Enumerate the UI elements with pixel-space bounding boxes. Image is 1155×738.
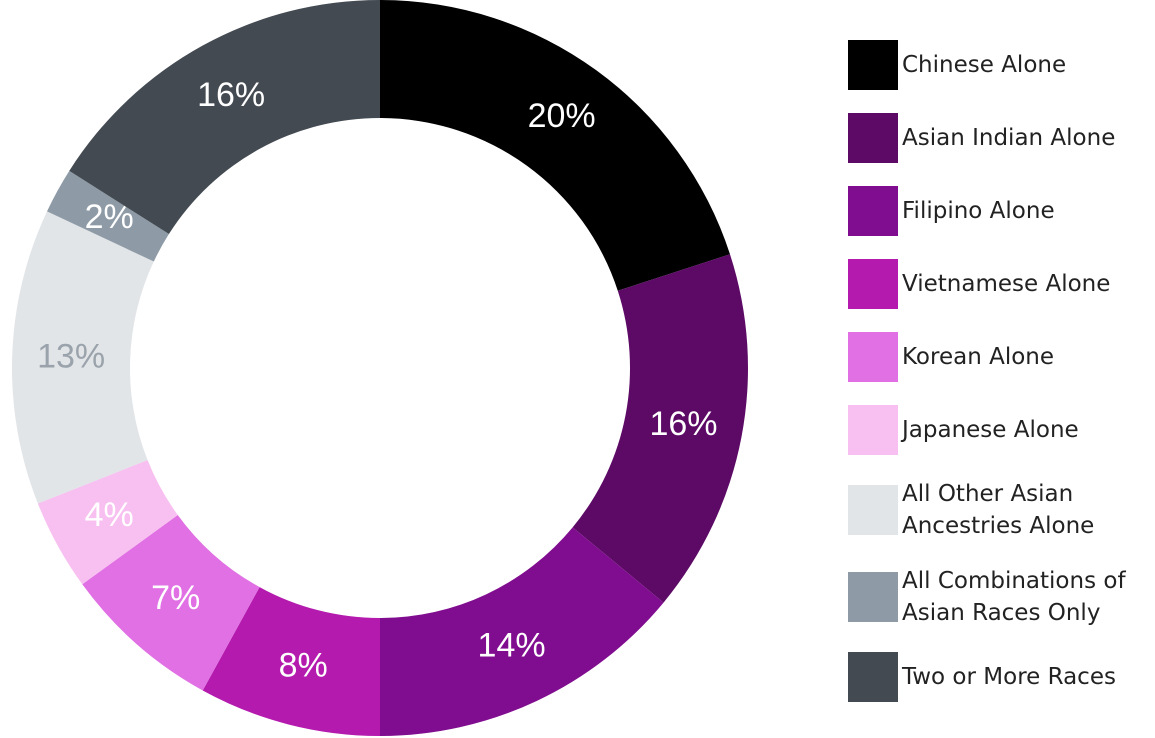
- legend-swatch: [848, 186, 898, 236]
- donut-slice: [47, 170, 169, 262]
- legend: Chinese Alone Asian Indian Alone Filipino …: [848, 40, 1148, 702]
- legend-swatch: [848, 485, 898, 535]
- legend-label: Japanese Alone: [902, 417, 1079, 443]
- slice-label: 4%: [85, 496, 134, 534]
- slice-label: 7%: [151, 579, 200, 617]
- slice-label: 16%: [649, 405, 717, 443]
- legend-label: Vietnamese Alone: [902, 271, 1111, 297]
- legend-item: Vietnamese Alone: [848, 259, 1148, 309]
- legend-label: All Combinations of Asian Races Only: [902, 568, 1126, 626]
- donut-slice: [380, 0, 730, 291]
- legend-item: Asian Indian Alone: [848, 113, 1148, 163]
- legend-item: Korean Alone: [848, 332, 1148, 382]
- chart: 20%16%14%8%7%4%13%2%16%: [12, 0, 748, 736]
- slice-label: 20%: [528, 97, 596, 135]
- donut-slice: [12, 211, 154, 504]
- legend-label: Asian Indian Alone: [902, 125, 1116, 151]
- legend-label: All Other Asian Ancestries Alone: [902, 481, 1095, 539]
- legend-label: Chinese Alone: [902, 52, 1067, 78]
- legend-label: Filipino Alone: [902, 198, 1055, 224]
- donut-slice: [69, 0, 380, 235]
- slice-label: 8%: [279, 646, 328, 684]
- legend-swatch: [848, 259, 898, 309]
- slice-label: 13%: [37, 337, 105, 375]
- legend-swatch: [848, 113, 898, 163]
- donut-slice: [572, 254, 748, 603]
- donut-slice: [202, 587, 380, 736]
- slice-label: 16%: [197, 76, 265, 114]
- legend-item: Two or More Races: [848, 652, 1148, 702]
- legend-item: Japanese Alone: [848, 405, 1148, 455]
- legend-label: Korean Alone: [902, 344, 1055, 370]
- donut-slice: [380, 527, 664, 736]
- legend-item: All Combinations of Asian Races Only: [848, 565, 1148, 629]
- legend-swatch: [848, 572, 898, 622]
- legend-item: Filipino Alone: [848, 186, 1148, 236]
- slice-label: 14%: [478, 627, 546, 665]
- donut-slice: [37, 460, 178, 585]
- legend-label: Two or More Races: [902, 664, 1116, 690]
- legend-swatch: [848, 405, 898, 455]
- legend-item: All Other Asian Ancestries Alone: [848, 478, 1148, 542]
- legend-swatch: [848, 652, 898, 702]
- donut-slice: [82, 514, 260, 691]
- legend-item: Chinese Alone: [848, 40, 1148, 90]
- legend-swatch: [848, 332, 898, 382]
- legend-swatch: [848, 40, 898, 90]
